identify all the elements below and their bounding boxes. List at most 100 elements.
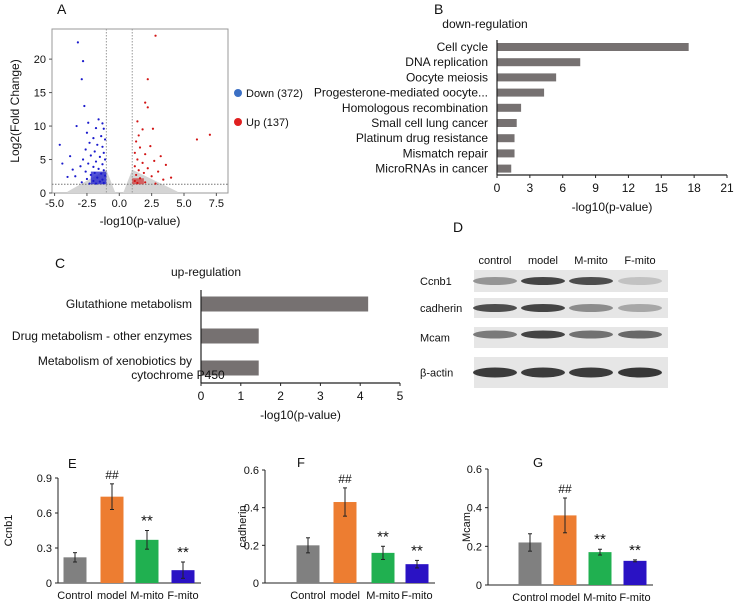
blot-band xyxy=(473,367,517,378)
volcano-point xyxy=(85,177,89,181)
category-label: Cell cycle xyxy=(437,40,489,54)
nonsignificant-region xyxy=(67,169,178,193)
x-tick-label: M-mito xyxy=(130,590,164,602)
volcano-point xyxy=(159,155,162,158)
significance-marker: ** xyxy=(594,531,606,548)
x-tick-label: 2 xyxy=(277,389,284,403)
bar xyxy=(623,560,647,585)
x-tick-label: 5.0 xyxy=(176,198,191,210)
y-tick-label: 20 xyxy=(34,54,46,66)
volcano-point xyxy=(84,148,87,151)
volcano-point xyxy=(133,165,136,168)
x-tick-label: -2.5 xyxy=(77,198,96,210)
bar xyxy=(497,73,557,82)
x-tick-label: 7.5 xyxy=(209,198,224,210)
volcano-point xyxy=(80,78,83,81)
significance-marker: ** xyxy=(141,513,153,530)
volcano-point xyxy=(151,127,155,130)
bar xyxy=(497,58,581,67)
volcano-point xyxy=(154,182,157,185)
blot-band xyxy=(618,330,662,339)
blot-band xyxy=(521,277,565,285)
category-label: Drug metabolism - other enzymes xyxy=(12,329,192,343)
blot-band xyxy=(618,304,662,312)
category-label: cytochrome P450 xyxy=(131,368,225,382)
plot-frame xyxy=(51,28,229,194)
x-tick-label: M-mito xyxy=(583,592,617,604)
panel-label-d: D xyxy=(453,219,463,235)
panel-label-c: C xyxy=(55,255,65,271)
bar xyxy=(497,88,545,97)
volcano-point xyxy=(146,78,149,81)
x-tick-label: 4 xyxy=(357,389,364,403)
volcano-point xyxy=(81,60,85,63)
category-label: Oocyte meiosis xyxy=(406,70,488,84)
bar xyxy=(100,496,124,583)
category-label: Small cell lung cancer xyxy=(371,116,488,130)
bar xyxy=(588,552,612,585)
y-tick-label: 0 xyxy=(40,188,46,200)
volcano-point xyxy=(138,146,142,149)
y-tick-label: 0.2 xyxy=(467,541,482,553)
x-axis-label: -log10(p-value) xyxy=(572,200,653,214)
volcano-point xyxy=(208,133,211,136)
legend-marker xyxy=(234,118,242,126)
category-label: Homologous recombination xyxy=(342,101,488,115)
x-tick-label: model xyxy=(97,590,127,602)
significance-marker: ## xyxy=(338,472,352,486)
y-tick-label: 0 xyxy=(253,578,259,590)
x-tick-label: F-mito xyxy=(167,590,198,602)
blot-row-label: cadherin xyxy=(420,303,462,315)
volcano-point xyxy=(94,160,98,163)
significance-marker: ** xyxy=(629,542,641,559)
legend-label: Up (137) xyxy=(246,117,289,129)
panel-label-e: E xyxy=(68,456,77,471)
bar xyxy=(497,134,515,143)
blot-column-label: M-mito xyxy=(574,255,608,267)
volcano-point xyxy=(101,145,104,148)
volcano-point xyxy=(85,131,89,134)
x-tick-label: -5.0 xyxy=(45,198,64,210)
volcano-point xyxy=(141,161,144,164)
y-tick-label: 15 xyxy=(34,88,46,100)
volcano-point xyxy=(74,175,77,178)
volcano-point xyxy=(98,155,101,158)
volcano-point xyxy=(79,165,82,168)
volcano-point xyxy=(146,106,149,109)
volcano-point xyxy=(149,145,152,148)
blot-band xyxy=(473,330,517,339)
volcano-point xyxy=(169,176,173,179)
significance-marker: ** xyxy=(177,544,189,561)
volcano-point xyxy=(75,124,78,128)
panel-label-a: A xyxy=(57,1,67,17)
bar xyxy=(333,502,357,583)
volcano-point xyxy=(150,175,153,178)
y-tick-label: 0 xyxy=(46,578,52,590)
x-tick-label: model xyxy=(550,592,580,604)
volcano-point xyxy=(142,171,145,175)
volcano-point xyxy=(135,173,138,177)
volcano-point xyxy=(137,169,140,172)
volcano-point xyxy=(144,181,147,184)
bar xyxy=(201,360,259,376)
bar xyxy=(497,119,517,127)
blot-band xyxy=(618,277,662,285)
x-tick-label: 1 xyxy=(237,389,244,403)
volcano-point xyxy=(146,167,149,170)
volcano-point xyxy=(157,170,160,173)
volcano-point xyxy=(92,165,95,168)
x-tick-label: 9 xyxy=(592,181,599,195)
category-label: Glutathione metabolism xyxy=(66,297,192,311)
panel-label-f: F xyxy=(297,455,305,470)
bar xyxy=(201,328,259,344)
significance-marker: ## xyxy=(558,482,572,496)
significance-marker: ** xyxy=(411,542,423,559)
bar xyxy=(135,539,159,583)
category-label: Mismatch repair xyxy=(403,146,488,160)
x-tick-label: 6 xyxy=(559,181,566,195)
blot-band xyxy=(569,330,613,339)
bar xyxy=(497,103,522,112)
x-tick-label: 0.0 xyxy=(112,198,127,210)
x-tick-label: 12 xyxy=(622,181,636,195)
volcano-point xyxy=(144,153,147,156)
